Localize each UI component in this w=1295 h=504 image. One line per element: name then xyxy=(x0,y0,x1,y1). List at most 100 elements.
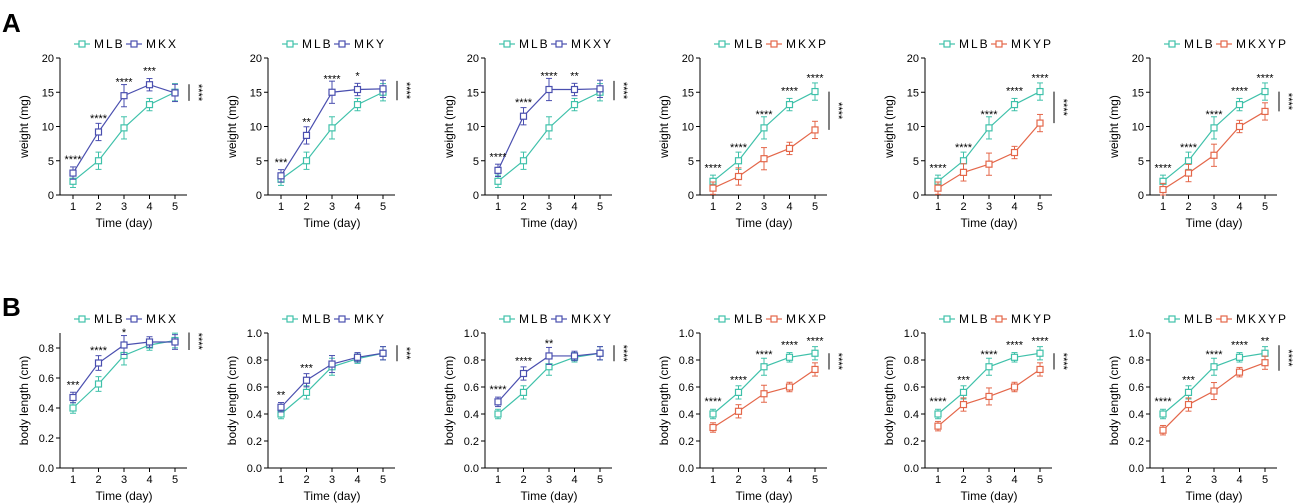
data-point-mkxyp xyxy=(1159,185,1167,194)
y-axis-label: weight (mg) xyxy=(17,95,31,159)
y-tick-label: 0.2 xyxy=(904,436,919,448)
y-axis-label: body length (cm) xyxy=(882,356,896,445)
significance-label: **** xyxy=(1231,339,1249,351)
y-tick-label: 1.0 xyxy=(679,328,694,340)
data-point-mlb xyxy=(570,100,579,109)
data-point-mky xyxy=(302,131,311,140)
data-point-mkx xyxy=(171,338,179,346)
significance-label: **** xyxy=(1205,349,1223,361)
y-axis-label: body length (cm) xyxy=(225,356,239,445)
x-tick-label: 5 xyxy=(380,474,386,486)
chart-8: 0.0 0.2 0.4 0.6 0.8 1.0 1 2 3 4 5 Time (day) body le… xyxy=(225,312,412,503)
y-tick-label: 10 xyxy=(467,122,479,134)
x-tick-label: 5 xyxy=(1037,201,1043,213)
bracket-significance: **** xyxy=(400,82,412,100)
data-point-mkyp xyxy=(985,392,993,401)
legend: MLB MKXP xyxy=(714,37,826,51)
significance-label: **** xyxy=(980,109,998,121)
legend-marker-mkxp xyxy=(770,315,778,323)
data-point-mkyp xyxy=(985,160,993,168)
legend: MLB MKXP xyxy=(714,312,826,326)
data-point-mkxp xyxy=(734,172,743,181)
data-point-mkxp xyxy=(785,383,794,391)
bracket-significance: **** xyxy=(192,333,204,351)
legend-marker-mky xyxy=(338,40,346,48)
y-tick-label: 0.6 xyxy=(904,382,919,394)
chart-10: 0.0 0.2 0.4 0.6 0.8 1.0 1 2 3 4 5 Time (day) body le… xyxy=(657,312,844,503)
data-point-mkxp xyxy=(760,390,768,398)
data-point-mky xyxy=(353,353,362,361)
legend: MLB MKXYP xyxy=(1164,312,1286,326)
x-tick-label: 1 xyxy=(70,201,76,213)
bracket-significance: **** xyxy=(832,102,844,120)
x-axis-label: Time (day) xyxy=(1186,216,1243,230)
x-tick-label: 4 xyxy=(571,474,577,486)
x-tick-label: 1 xyxy=(278,474,284,486)
significance-label: **** xyxy=(730,374,748,386)
legend-label-mlb: MLB xyxy=(302,37,333,51)
legend: MLB MKXY xyxy=(499,37,611,51)
data-point-mlb xyxy=(353,100,362,109)
chart-11: 0.0 0.2 0.4 0.6 0.8 1.0 1 2 3 4 5 Time (day) body le… xyxy=(882,312,1069,503)
y-tick-label: 0.0 xyxy=(1129,463,1144,475)
x-axis-label: Time (day) xyxy=(96,216,153,230)
x-axis-label: Time (day) xyxy=(521,216,578,230)
x-tick-label: 1 xyxy=(710,201,716,213)
significance-label: **** xyxy=(1256,73,1274,85)
data-point-mkxy xyxy=(596,85,604,93)
data-point-mkyp xyxy=(959,400,968,409)
x-tick-label: 5 xyxy=(172,201,178,213)
data-point-mkx xyxy=(94,128,103,136)
y-axis-label: body length (cm) xyxy=(1107,356,1121,445)
x-tick-label: 3 xyxy=(546,201,552,213)
data-point-mlb xyxy=(1261,87,1269,96)
x-tick-label: 4 xyxy=(146,201,152,213)
data-point-mky xyxy=(328,360,336,368)
x-tick-label: 1 xyxy=(1160,201,1166,213)
x-tick-label: 3 xyxy=(986,201,992,213)
y-tick-label: 0.8 xyxy=(39,343,54,355)
y-tick-label: 0.4 xyxy=(679,409,694,421)
data-point-mkxyp xyxy=(1235,122,1244,131)
x-tick-label: 3 xyxy=(986,474,992,486)
x-tick-label: 5 xyxy=(597,201,603,213)
significance-label: * xyxy=(355,71,360,83)
x-tick-label: 4 xyxy=(786,474,792,486)
significance-label: **** xyxy=(1231,86,1249,98)
legend-marker-mlb xyxy=(286,40,294,48)
x-tick-label: 5 xyxy=(1262,201,1268,213)
x-tick-label: 1 xyxy=(710,474,716,486)
y-tick-label: 15 xyxy=(467,87,479,99)
y-tick-label: 0.6 xyxy=(679,382,694,394)
x-tick-label: 4 xyxy=(354,474,360,486)
x-tick-label: 4 xyxy=(1011,474,1017,486)
x-tick-label: 4 xyxy=(146,474,152,486)
y-tick-label: 1.0 xyxy=(1129,328,1144,340)
significance-label: **** xyxy=(1031,73,1049,85)
x-axis-label: Time (day) xyxy=(736,489,793,503)
x-axis-label: Time (day) xyxy=(304,489,361,503)
significance-label: **** xyxy=(704,162,722,174)
y-tick-label: 5 xyxy=(913,156,919,168)
data-point-mkyp xyxy=(1036,119,1044,127)
bracket-significance: *** xyxy=(400,347,412,361)
x-axis-label: Time (day) xyxy=(96,489,153,503)
chart-4: 0 5 10 15 20 1 2 3 4 5 Time (day) weight (mg) **** **… xyxy=(657,37,844,230)
data-point-mlb xyxy=(545,124,553,132)
data-point-mkyp xyxy=(934,422,942,430)
significance-label: **** xyxy=(90,113,108,125)
data-point-mkyp xyxy=(959,168,968,176)
x-tick-label: 2 xyxy=(1185,474,1191,486)
data-point-mlb xyxy=(494,410,502,418)
y-tick-label: 5 xyxy=(48,156,54,168)
significance-label: **** xyxy=(515,97,533,109)
data-point-mlb xyxy=(1261,349,1269,357)
data-point-mkxy xyxy=(596,349,604,357)
data-point-mkxp xyxy=(709,423,717,432)
significance-label: **** xyxy=(115,77,133,89)
y-tick-label: 0.8 xyxy=(679,355,694,367)
legend-marker-mlb xyxy=(718,315,726,323)
x-tick-label: 2 xyxy=(735,201,741,213)
x-tick-label: 4 xyxy=(354,201,360,213)
significance-label: **** xyxy=(755,349,773,361)
